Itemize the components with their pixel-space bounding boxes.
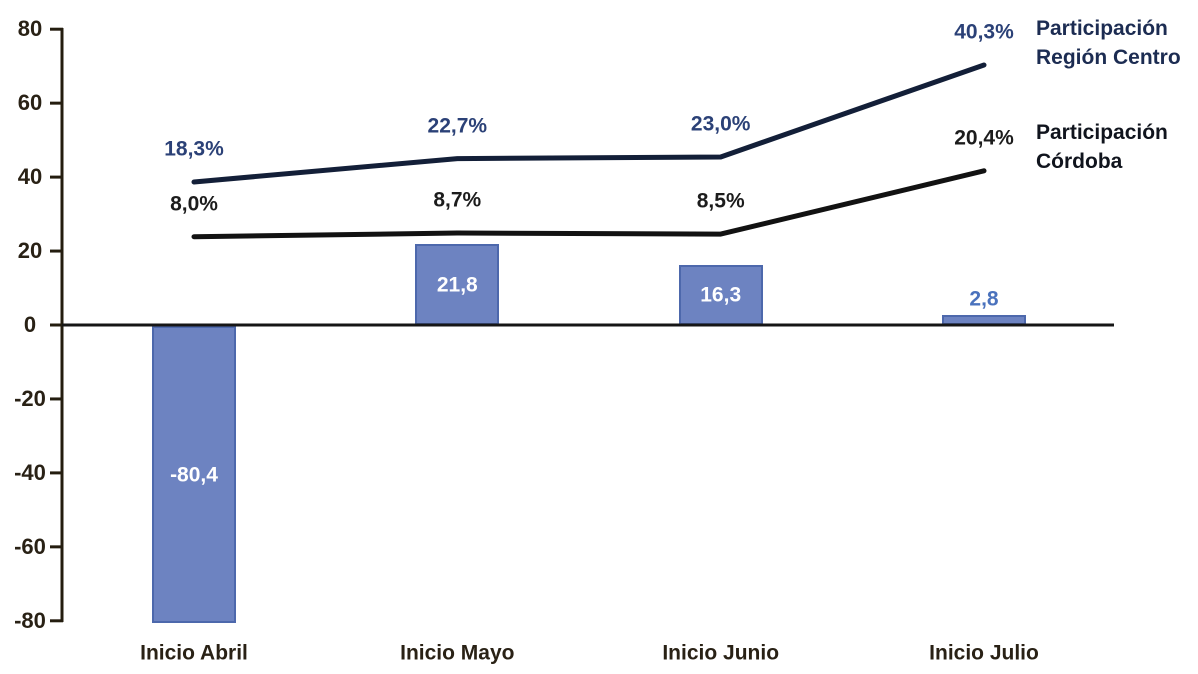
legend-cordoba-line1: Participación	[1036, 121, 1168, 144]
x-label-inicio-junio: Inicio Junio	[662, 641, 780, 665]
bar-label-inicio-mayo: 21,8	[436, 273, 478, 297]
y-tick-label--40: -40	[14, 459, 46, 485]
legend-region-centro-line2: Región Centro	[1036, 46, 1181, 69]
bar-label-inicio-junio: 16,3	[700, 283, 742, 307]
y-tick-label--80: -80	[14, 607, 46, 633]
y-tick-label-40: 40	[17, 164, 43, 190]
y-tick-label-0: 0	[23, 312, 37, 337]
x-label-inicio-julio: Inicio Julio	[929, 641, 1039, 665]
bar-inicio-mayo	[415, 244, 500, 325]
x-label-inicio-abril: Inicio Abril	[140, 641, 248, 665]
pct-label-participacion-cordoba-0: 8,0%	[170, 192, 218, 216]
y-tick-label-20: 20	[17, 238, 43, 264]
legend-participacion-cordoba: Participación Córdoba	[1036, 118, 1168, 176]
pct-label-participacion-region-centro-2: 23,0%	[690, 112, 751, 136]
legend-participacion-region-centro: Participación Región Centro	[1036, 14, 1181, 72]
y-tick-label-80: 80	[17, 16, 43, 42]
bar-label-inicio-julio: 2,8	[969, 287, 999, 311]
pct-label-participacion-cordoba-3: 20,4%	[954, 126, 1014, 150]
pct-label-participacion-cordoba-1: 8,7%	[433, 188, 482, 212]
bar-label-inicio-abril: -80,4	[170, 463, 218, 487]
line-participacion-cordoba	[191, 168, 987, 240]
pct-label-participacion-cordoba-2: 8,5%	[696, 189, 745, 213]
legend-cordoba-line2: Córdoba	[1036, 150, 1123, 173]
legend-region-centro-line1: Participación	[1036, 17, 1168, 40]
bar-inicio-abril	[152, 326, 236, 624]
y-tick-label--20: -20	[14, 385, 46, 411]
pct-label-participacion-region-centro-0: 18,3%	[164, 137, 224, 161]
y-tick-label--60: -60	[14, 533, 46, 559]
y-tick-label-60: 60	[17, 90, 43, 116]
x-label-inicio-mayo: Inicio Mayo	[400, 641, 515, 665]
line-participacion-region-centro	[191, 62, 987, 185]
pct-label-participacion-region-centro-3: 40,3%	[954, 20, 1014, 44]
pct-label-participacion-region-centro-1: 22,7%	[427, 114, 488, 138]
